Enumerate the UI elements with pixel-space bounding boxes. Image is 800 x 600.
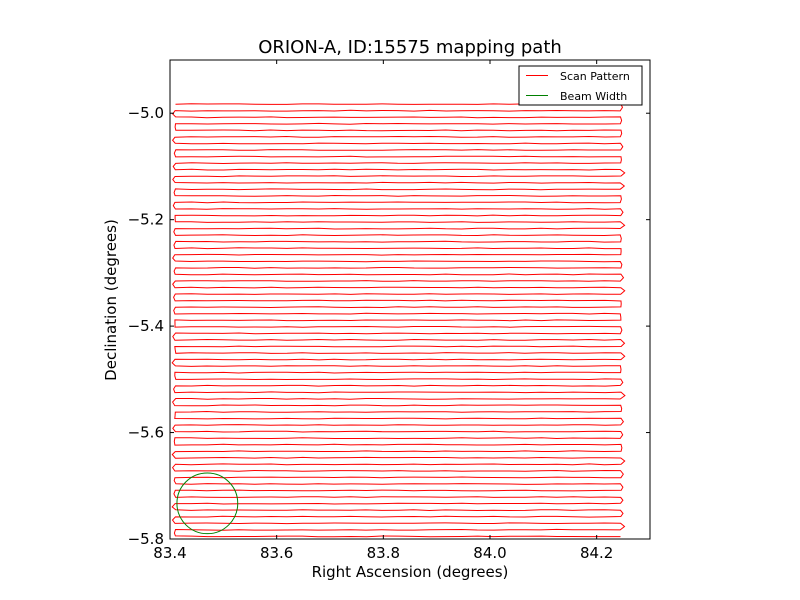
plot-area-frame xyxy=(169,59,651,540)
y-tick-label: −5.0 xyxy=(128,104,164,122)
y-tick-label: −5.6 xyxy=(128,424,164,442)
y-axis: −5.0 −5.2 −5.4 −5.6 −5.8 xyxy=(128,104,650,548)
series-layer xyxy=(171,103,626,538)
legend-label-beam-width: Beam Width xyxy=(560,90,627,103)
legend-label-scan-pattern: Scan Pattern xyxy=(560,70,630,83)
x-tick-label: 84.2 xyxy=(580,544,613,562)
legend-box xyxy=(518,65,643,106)
chart-title: ORION-A, ID:15575 mapping path xyxy=(258,37,562,58)
x-tick-label: 83.8 xyxy=(367,544,400,562)
x-axis: 83.4 83.6 83.8 84.0 84.2 xyxy=(153,60,613,562)
x-tick-label: 83.6 xyxy=(260,544,293,562)
x-tick-label: 83.4 xyxy=(153,544,186,562)
y-tick-label: −5.8 xyxy=(128,530,164,548)
y-tick-label: −5.2 xyxy=(128,211,164,229)
beam-width-circle xyxy=(176,472,239,535)
x-axis-label: Right Ascension (degrees) xyxy=(312,563,509,581)
legend: Scan Pattern Beam Width xyxy=(518,65,643,106)
scan-pattern-line xyxy=(171,103,626,538)
y-tick-label: −5.4 xyxy=(128,317,164,335)
x-tick-label: 84.0 xyxy=(473,544,506,562)
y-axis-label: Declination (degrees) xyxy=(102,219,120,381)
